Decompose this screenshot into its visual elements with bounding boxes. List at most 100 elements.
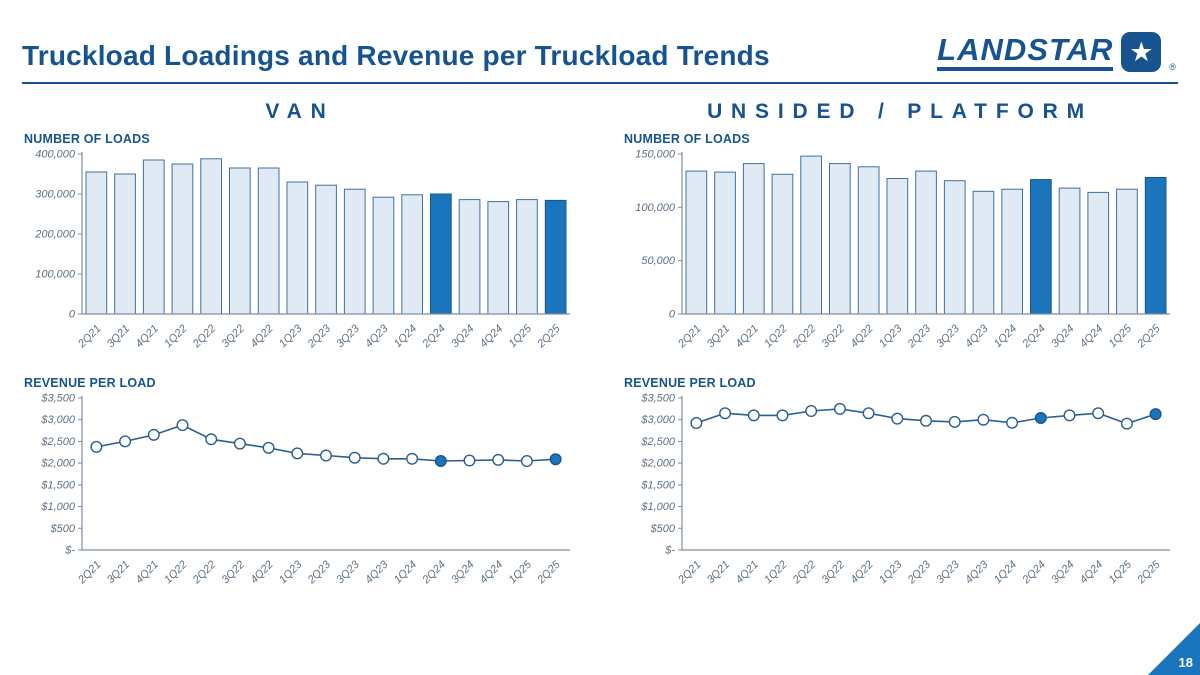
svg-text:2Q24: 2Q24 [1020,559,1048,587]
svg-text:1Q22: 1Q22 [162,323,190,351]
charts-area: VAN NUMBER OF LOADS 0 100,000 200,000 300,0… [0,84,1200,604]
svg-text:3Q24: 3Q24 [1049,323,1077,351]
svg-text:3Q22: 3Q22 [819,323,847,351]
svg-text:3Q21: 3Q21 [705,323,733,351]
svg-text:$500: $500 [50,523,76,535]
logo-text: LANDSTAR [937,34,1114,71]
svg-text:1Q23: 1Q23 [277,322,305,350]
svg-text:3Q21: 3Q21 [105,323,133,351]
svg-text:3Q21: 3Q21 [705,559,733,587]
platform-section: UNSIDED / PLATFORM NUMBER OF LOADS 0 50,0… [622,100,1178,604]
svg-text:4Q24: 4Q24 [1078,559,1106,587]
svg-text:3Q24: 3Q24 [449,559,477,587]
svg-text:3Q24: 3Q24 [1049,559,1077,587]
svg-text:$1,500: $1,500 [640,479,676,491]
svg-text:1Q25: 1Q25 [1106,322,1134,350]
svg-text:4Q23: 4Q23 [963,558,991,586]
svg-text:$2,500: $2,500 [640,436,676,448]
svg-text:2Q24: 2Q24 [1020,323,1048,351]
platform-loads-label: NUMBER OF LOADS [624,132,750,146]
svg-text:2Q25: 2Q25 [1134,558,1163,587]
svg-text:2Q24: 2Q24 [420,559,448,587]
svg-text:2Q22: 2Q22 [790,323,818,351]
svg-text:1Q25: 1Q25 [506,322,534,350]
section-title-platform: UNSIDED / PLATFORM [707,100,1093,123]
svg-text:100,000: 100,000 [35,269,76,281]
svg-text:1Q24: 1Q24 [992,559,1020,587]
svg-text:3Q22: 3Q22 [219,559,247,587]
svg-text:$2,000: $2,000 [40,458,76,470]
svg-text:$3,000: $3,000 [40,414,76,426]
page-corner-triangle [1148,623,1200,675]
svg-text:400,000: 400,000 [35,149,76,161]
svg-text:$-: $- [664,545,675,557]
svg-text:1Q24: 1Q24 [392,323,420,351]
svg-text:4Q23: 4Q23 [363,558,391,586]
svg-text:4Q24: 4Q24 [478,559,506,587]
svg-text:3Q23: 3Q23 [334,322,362,350]
star-icon: ★ [1121,32,1162,72]
svg-text:1Q25: 1Q25 [1106,558,1134,586]
svg-text:$3,000: $3,000 [640,414,676,426]
platform-loads-block: NUMBER OF LOADS 0 50,000 100,000 150,000 2Q2… [622,132,1178,368]
registered-mark: ® [1169,62,1176,72]
svg-text:0: 0 [69,309,76,321]
van-loads-label: NUMBER OF LOADS [24,132,150,146]
header: Truckload Loadings and Revenue per Truck… [0,0,1200,72]
svg-text:300,000: 300,000 [35,189,76,201]
svg-text:1Q22: 1Q22 [762,559,790,587]
svg-text:2Q21: 2Q21 [675,559,703,587]
svg-text:0: 0 [669,309,676,321]
platform-revenue-label: REVENUE PER LOAD [624,376,756,390]
page-number: 18 [1178,655,1193,670]
svg-text:4Q22: 4Q22 [848,323,876,351]
svg-text:1Q22: 1Q22 [162,559,190,587]
page-title: Truckload Loadings and Revenue per Truck… [22,40,770,71]
svg-text:4Q23: 4Q23 [363,322,391,350]
svg-text:1Q23: 1Q23 [877,558,905,586]
svg-text:1Q23: 1Q23 [277,558,305,586]
van-revenue-block: REVENUE PER LOAD $- $500 $1,000 $1,500 $2,00… [22,376,578,604]
svg-text:3Q23: 3Q23 [934,558,962,586]
svg-text:4Q21: 4Q21 [733,323,761,351]
svg-text:2Q21: 2Q21 [675,323,703,351]
svg-text:4Q24: 4Q24 [478,323,506,351]
svg-text:150,000: 150,000 [635,149,676,161]
svg-text:$3,500: $3,500 [40,393,76,405]
svg-text:$2,000: $2,000 [640,458,676,470]
svg-text:2Q22: 2Q22 [790,559,818,587]
platform-revenue-line-chart: $- $500 $1,000 $1,500 $2,000 $2,500 $3,000 $3,5… [640,393,1170,587]
title-rule [22,82,1178,84]
svg-text:4Q24: 4Q24 [1078,323,1106,351]
svg-text:2Q22: 2Q22 [190,323,218,351]
landstar-logo: LANDSTAR ★ ® [937,32,1176,72]
svg-text:1Q23: 1Q23 [877,322,905,350]
svg-text:3Q23: 3Q23 [334,558,362,586]
svg-text:$-: $- [64,545,75,557]
svg-text:$500: $500 [650,523,676,535]
svg-text:1Q24: 1Q24 [992,323,1020,351]
svg-text:$1,500: $1,500 [40,479,76,491]
svg-text:3Q24: 3Q24 [449,323,477,351]
svg-text:2Q21: 2Q21 [75,323,103,351]
svg-text:1Q24: 1Q24 [392,559,420,587]
svg-text:$2,500: $2,500 [40,436,76,448]
svg-text:2Q24: 2Q24 [420,323,448,351]
svg-text:2Q23: 2Q23 [905,322,934,351]
svg-text:$1,000: $1,000 [640,501,676,513]
svg-text:4Q22: 4Q22 [248,323,276,351]
van-loads-block: NUMBER OF LOADS 0 100,000 200,000 300,000 40… [22,132,578,368]
van-revenue-line-chart: $- $500 $1,000 $1,500 $2,000 $2,500 $3,000 $3,5… [40,393,570,587]
svg-text:$3,500: $3,500 [640,393,676,405]
svg-text:100,000: 100,000 [635,202,676,214]
svg-text:2Q23: 2Q23 [905,558,934,587]
svg-text:50,000: 50,000 [641,255,676,267]
svg-text:2Q25: 2Q25 [534,322,563,351]
svg-text:2Q23: 2Q23 [305,322,334,351]
svg-text:2Q22: 2Q22 [190,559,218,587]
svg-text:1Q22: 1Q22 [762,323,790,351]
svg-text:4Q22: 4Q22 [248,559,276,587]
